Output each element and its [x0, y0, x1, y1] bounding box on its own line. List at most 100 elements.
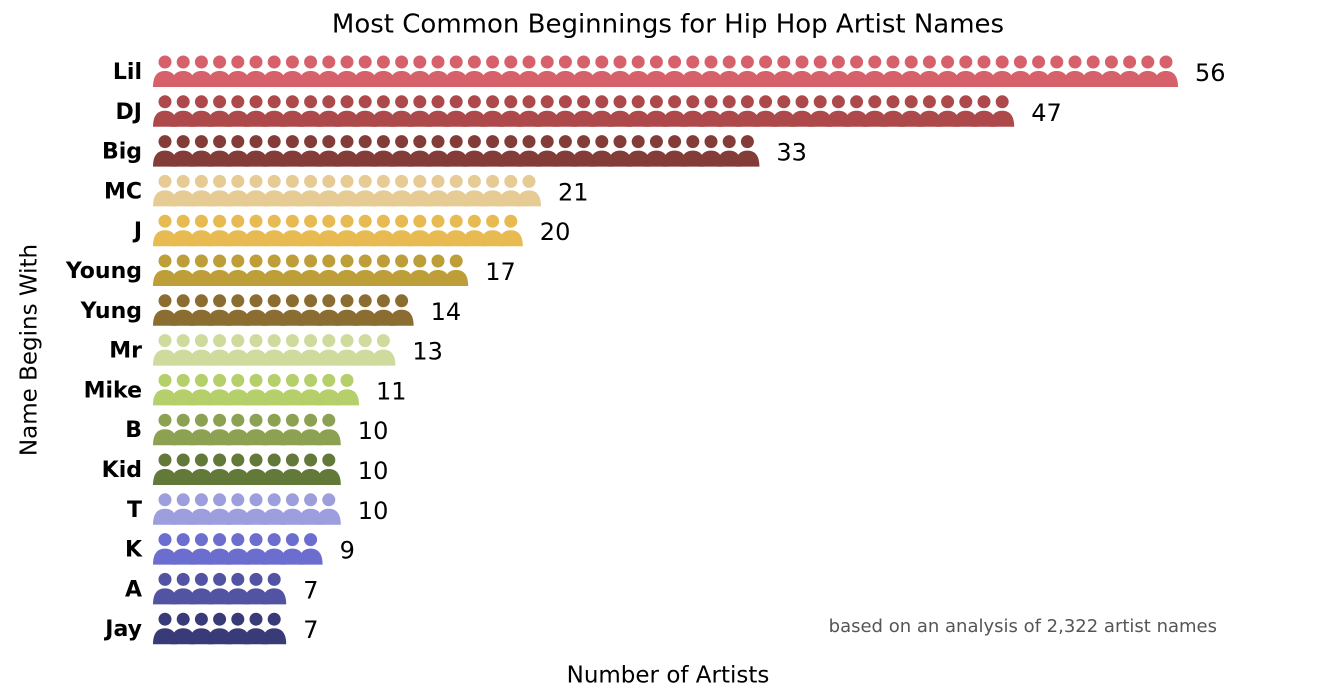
icon-head	[213, 334, 227, 348]
icon-head	[267, 493, 281, 507]
y-tick-label: Big	[102, 140, 142, 165]
icon-head	[285, 135, 299, 149]
icon-head	[686, 135, 700, 149]
icon-body	[316, 270, 341, 286]
icon-body	[189, 469, 214, 485]
icon-head	[249, 55, 263, 69]
icon-head	[213, 453, 227, 467]
icon-head	[467, 135, 481, 149]
icon-body	[153, 71, 177, 87]
icon-body	[171, 548, 196, 565]
icon-head	[176, 413, 190, 427]
icon-head	[831, 55, 845, 69]
icon-head	[1032, 55, 1046, 69]
icon-head	[558, 55, 572, 69]
icon-body	[298, 270, 323, 286]
icon-head	[868, 55, 882, 69]
icon-body	[626, 150, 651, 167]
icon-head	[231, 453, 245, 467]
icon-head	[304, 533, 318, 547]
icon-body	[262, 469, 287, 485]
icon-body	[244, 110, 268, 127]
icon-head	[631, 95, 645, 109]
icon-body	[535, 150, 560, 167]
icon-body	[244, 230, 268, 247]
icon-head	[977, 95, 991, 109]
icon-head	[176, 572, 190, 586]
icon-row	[153, 214, 523, 247]
icon-head	[558, 135, 572, 149]
icon-head	[504, 214, 518, 228]
icon-body	[353, 349, 378, 366]
icon-body	[280, 71, 305, 87]
icon-body	[844, 110, 869, 127]
icon-head	[340, 174, 354, 188]
icon-body	[153, 110, 177, 127]
icon-body	[517, 150, 541, 167]
icon-body	[972, 71, 996, 87]
icon-body	[153, 548, 177, 565]
icon-body	[680, 71, 705, 87]
icon-head	[759, 95, 773, 109]
value-label: 21	[558, 178, 589, 206]
icon-body	[298, 230, 323, 247]
icon-body	[153, 469, 177, 485]
icon-head	[486, 214, 500, 228]
icon-body	[972, 110, 996, 127]
icon-head	[522, 95, 536, 109]
icon-body	[244, 309, 268, 326]
icon-head	[213, 135, 227, 149]
icon-body	[189, 190, 214, 207]
icon-head	[267, 572, 281, 586]
icon-body	[753, 110, 778, 127]
icon-head	[176, 95, 190, 109]
icon-head	[194, 612, 208, 626]
icon-head	[176, 493, 190, 507]
icon-body	[371, 270, 396, 286]
icon-body	[244, 270, 268, 286]
icon-body	[298, 429, 323, 446]
y-tick-label: Mike	[84, 378, 142, 403]
icon-head	[322, 214, 336, 228]
icon-head	[722, 135, 736, 149]
icon-head	[504, 174, 518, 188]
icon-head	[941, 55, 955, 69]
icon-body	[389, 150, 414, 167]
icon-body	[480, 150, 505, 167]
icon-head	[158, 135, 172, 149]
icon-body	[389, 270, 414, 286]
icon-head	[1141, 55, 1155, 69]
icon-body	[407, 71, 432, 87]
icon-head	[267, 95, 281, 109]
icon-head	[486, 55, 500, 69]
icon-head	[577, 135, 591, 149]
icon-head	[777, 55, 791, 69]
icon-body	[225, 469, 250, 485]
icon-body	[189, 150, 214, 167]
icon-head	[285, 95, 299, 109]
icon-head	[595, 135, 609, 149]
icon-body	[335, 230, 359, 247]
icon-head	[322, 453, 336, 467]
icon-head	[395, 95, 409, 109]
icon-body	[407, 110, 432, 127]
icon-head	[340, 373, 354, 387]
icon-body	[262, 110, 287, 127]
icon-body	[153, 190, 177, 207]
icon-head	[231, 533, 245, 547]
icon-head	[1050, 55, 1064, 69]
icon-body	[680, 110, 705, 127]
icon-body	[790, 110, 814, 127]
icon-body	[262, 389, 287, 406]
icon-body	[553, 71, 578, 87]
icon-head	[322, 413, 336, 427]
icon-body	[407, 150, 432, 167]
icon-head	[285, 493, 299, 507]
icon-head	[249, 493, 263, 507]
icon-body	[262, 628, 287, 645]
icon-body	[426, 270, 450, 286]
icon-body	[225, 628, 250, 645]
icon-body	[498, 71, 523, 87]
icon-head	[431, 214, 445, 228]
y-tick-label: MC	[104, 179, 142, 204]
